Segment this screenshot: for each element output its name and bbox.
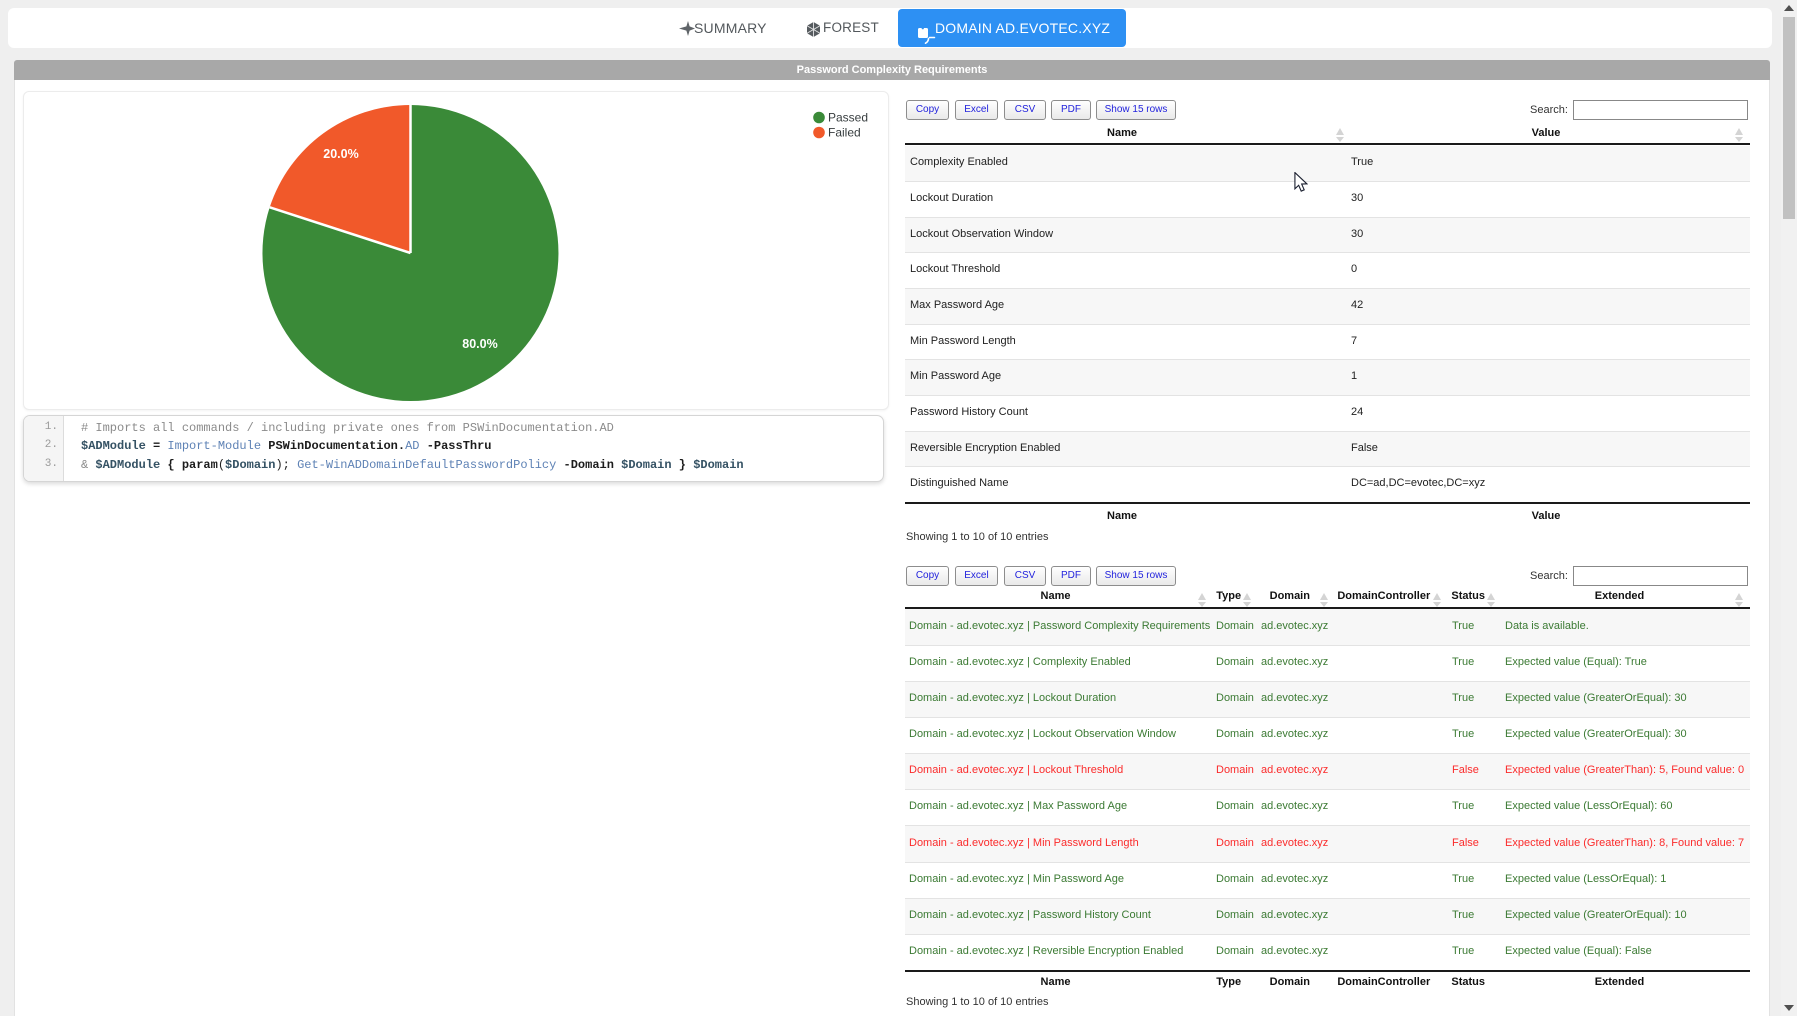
svg-text:80.0%: 80.0% [462,337,497,351]
svg-text:Failed: Failed [828,126,861,140]
svg-text:Passed: Passed [828,111,868,125]
svg-text:20.0%: 20.0% [323,147,358,161]
